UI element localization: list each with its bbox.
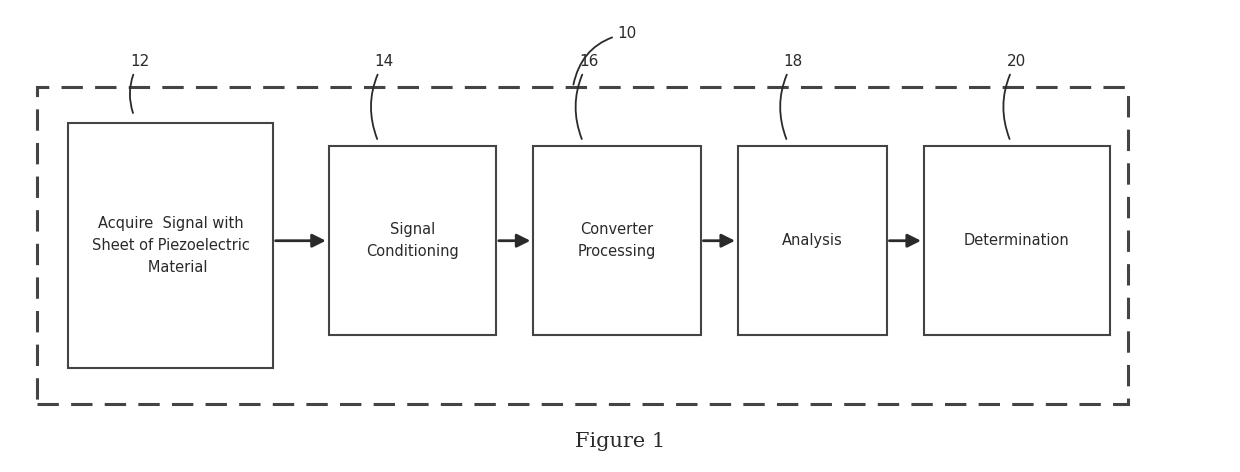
Text: 10: 10 — [573, 26, 637, 84]
Bar — [329, 146, 496, 335]
Text: 12: 12 — [130, 54, 150, 113]
Text: Figure 1: Figure 1 — [575, 432, 665, 451]
Text: Determination: Determination — [963, 233, 1070, 248]
Bar — [37, 87, 1128, 404]
Text: 16: 16 — [575, 54, 599, 139]
Text: Acquire  Signal with
Sheet of Piezoelectric
   Material: Acquire Signal with Sheet of Piezoelectr… — [92, 216, 249, 275]
Bar — [68, 123, 273, 368]
Text: Signal
Conditioning: Signal Conditioning — [366, 222, 459, 259]
Bar — [533, 146, 701, 335]
Text: Analysis: Analysis — [782, 233, 842, 248]
Text: 14: 14 — [371, 54, 394, 139]
Text: 20: 20 — [1003, 54, 1027, 139]
Text: 18: 18 — [780, 54, 804, 139]
Text: Converter
Processing: Converter Processing — [578, 222, 656, 259]
Bar — [738, 146, 887, 335]
Bar — [924, 146, 1110, 335]
